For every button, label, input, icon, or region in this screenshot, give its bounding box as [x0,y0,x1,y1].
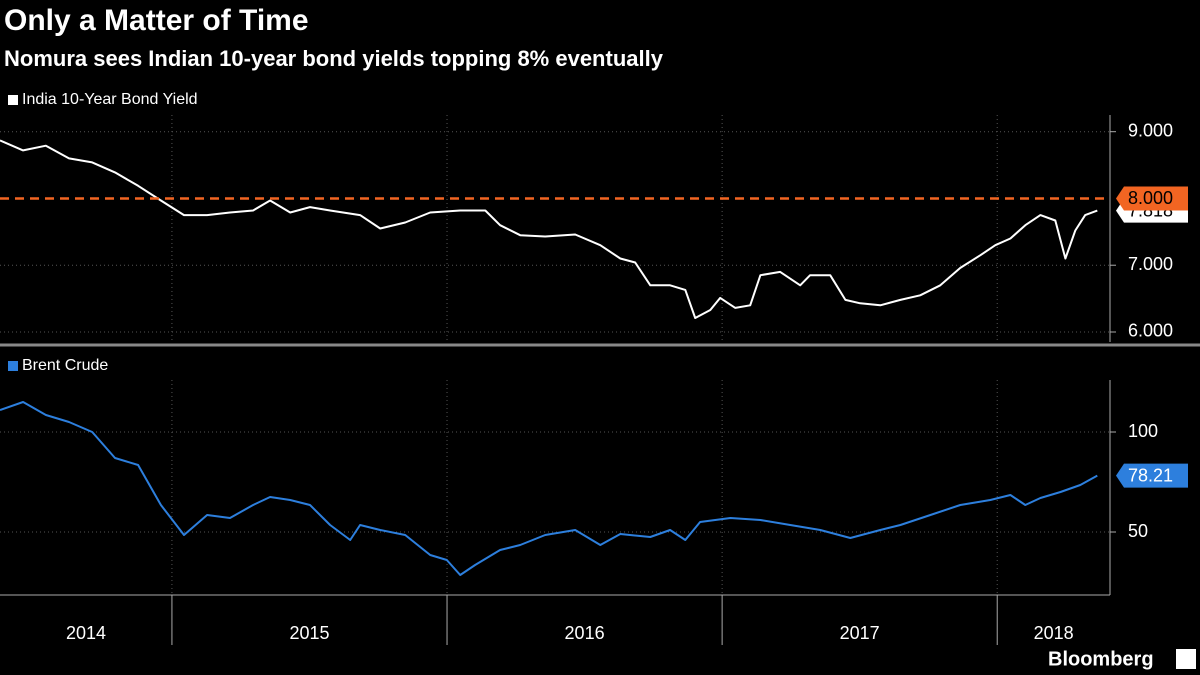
data-line [0,401,1098,576]
y-tick-label: 100 [1128,421,1158,441]
last-value-box [1116,463,1188,488]
x-tick-label: 2018 [1034,623,1074,643]
logo-box [1176,649,1196,669]
y-tick-label: 9.000 [1128,120,1173,140]
legend-swatch [8,95,18,105]
last-value-label: 78.21 [1128,465,1173,485]
chart-title: Only a Matter of Time [4,4,309,37]
data-line [0,139,1098,319]
y-tick-label: 7.000 [1128,254,1173,274]
threshold-box [1116,186,1188,211]
threshold-label: 8.000 [1128,188,1173,208]
legend-label: Brent Crude [22,357,108,374]
x-tick-label: 2014 [66,623,106,643]
legend-label: India 10-Year Bond Yield [22,91,198,108]
x-tick-label: 2017 [840,623,880,643]
x-tick-label: 2016 [565,623,605,643]
chart-subtitle: Nomura sees Indian 10-year bond yields t… [4,46,664,71]
y-tick-label: 6.000 [1128,321,1173,341]
source: Bloomberg [1048,648,1154,670]
x-tick-label: 2015 [289,623,329,643]
legend-swatch [8,361,18,371]
y-tick-label: 50 [1128,521,1148,541]
